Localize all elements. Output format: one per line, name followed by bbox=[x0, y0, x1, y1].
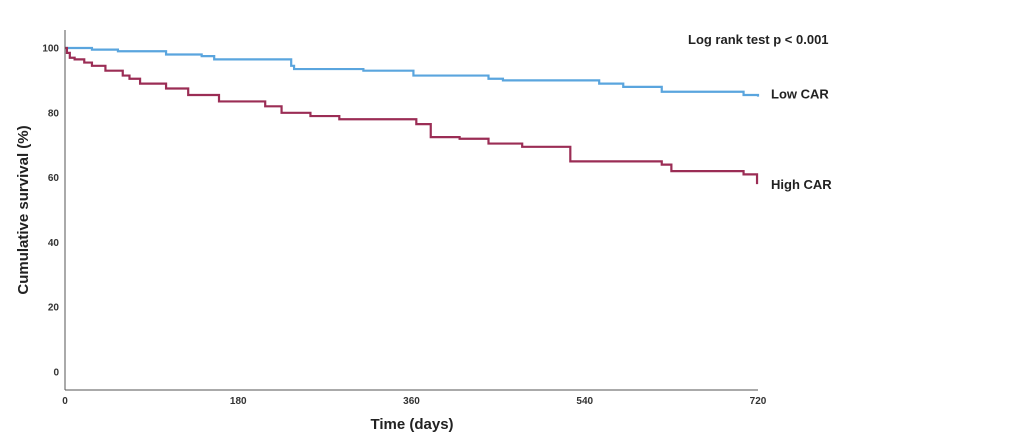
x-tick-label: 360 bbox=[403, 396, 420, 407]
tick-labels: 0 20 40 60 80 100 0 180 360 540 720 bbox=[42, 44, 766, 408]
y-tick-label: 100 bbox=[42, 44, 59, 55]
series-label-high-car: High CAR bbox=[771, 177, 832, 192]
plot-area bbox=[65, 46, 760, 185]
y-tick-label: 40 bbox=[48, 238, 60, 249]
series-label-low-car: Low CAR bbox=[771, 87, 829, 102]
series-line-high-car bbox=[65, 46, 759, 185]
x-axis-title: Time (days) bbox=[370, 416, 453, 433]
y-tick-label: 20 bbox=[48, 303, 60, 314]
series-labels: Low CAR High CAR bbox=[771, 87, 832, 192]
log-rank-annotation: Log rank test p < 0.001 bbox=[688, 32, 829, 47]
axes bbox=[64, 30, 758, 391]
x-tick-label: 0 bbox=[62, 396, 68, 407]
y-tick-label: 60 bbox=[48, 173, 60, 184]
y-tick-label: 80 bbox=[48, 108, 60, 119]
y-axis-title: Cumulative survival (%) bbox=[15, 125, 32, 294]
series-line-low-car bbox=[65, 46, 760, 97]
x-tick-label: 540 bbox=[576, 396, 593, 407]
y-tick-label: 0 bbox=[53, 368, 59, 379]
x-tick-label: 180 bbox=[230, 396, 247, 407]
x-tick-label: 720 bbox=[750, 396, 767, 407]
